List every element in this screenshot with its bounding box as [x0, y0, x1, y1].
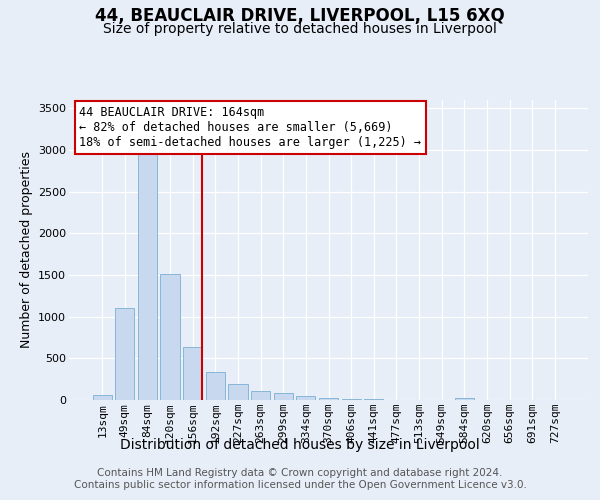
Bar: [296, 396, 316, 400]
Bar: [274, 394, 293, 400]
Bar: [138, 150, 157, 400]
Bar: [183, 346, 202, 400]
Text: Size of property relative to detached houses in Liverpool: Size of property relative to detached ho…: [103, 22, 497, 36]
Bar: [160, 274, 180, 400]
Text: Contains HM Land Registry data © Crown copyright and database right 2024.
Contai: Contains HM Land Registry data © Crown c…: [74, 468, 526, 490]
Text: 44 BEAUCLAIR DRIVE: 164sqm
← 82% of detached houses are smaller (5,669)
18% of s: 44 BEAUCLAIR DRIVE: 164sqm ← 82% of deta…: [79, 106, 421, 149]
Bar: [92, 396, 112, 400]
Text: Distribution of detached houses by size in Liverpool: Distribution of detached houses by size …: [120, 438, 480, 452]
Bar: [206, 372, 225, 400]
Bar: [341, 399, 361, 400]
Text: 44, BEAUCLAIR DRIVE, LIVERPOOL, L15 6XQ: 44, BEAUCLAIR DRIVE, LIVERPOOL, L15 6XQ: [95, 8, 505, 26]
Bar: [319, 398, 338, 400]
Bar: [115, 308, 134, 400]
Y-axis label: Number of detached properties: Number of detached properties: [20, 152, 32, 348]
Bar: [455, 398, 474, 400]
Bar: [251, 391, 270, 400]
Bar: [229, 384, 248, 400]
